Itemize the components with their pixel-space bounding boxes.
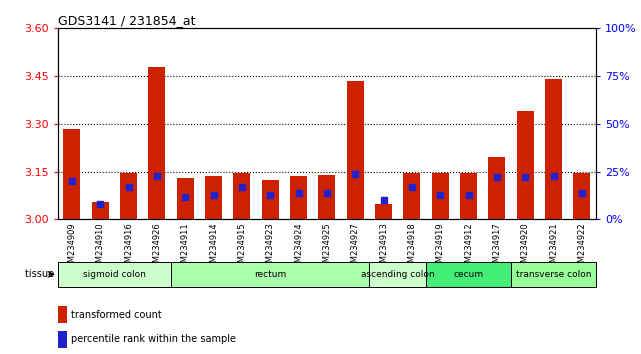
Bar: [58, 331, 67, 348]
Bar: [177, 178, 194, 219]
Text: GDS3141 / 231854_at: GDS3141 / 231854_at: [58, 14, 196, 27]
Bar: [488, 158, 506, 219]
Point: [265, 192, 276, 198]
Point: [67, 178, 77, 184]
Point: [95, 201, 105, 207]
Text: transformed count: transformed count: [71, 309, 162, 320]
Bar: [148, 67, 165, 219]
Bar: [511, 262, 596, 287]
Text: transverse colon: transverse colon: [516, 270, 592, 279]
Point: [492, 175, 502, 180]
Text: cecum: cecum: [454, 270, 484, 279]
Point: [435, 192, 445, 198]
Bar: [58, 262, 171, 287]
Bar: [205, 177, 222, 219]
Point: [378, 198, 388, 203]
Point: [322, 190, 332, 195]
Bar: [375, 204, 392, 219]
Point: [152, 173, 162, 178]
Bar: [92, 202, 109, 219]
Point: [577, 190, 587, 195]
Bar: [403, 173, 420, 219]
Bar: [517, 111, 534, 219]
Point: [180, 194, 190, 199]
Bar: [319, 175, 335, 219]
Bar: [432, 173, 449, 219]
Point: [124, 184, 134, 190]
Point: [237, 184, 247, 190]
Text: tissue: tissue: [26, 269, 58, 279]
Text: sigmoid colon: sigmoid colon: [83, 270, 146, 279]
Point: [520, 175, 530, 180]
Bar: [171, 262, 369, 287]
Bar: [58, 306, 67, 323]
Point: [350, 171, 360, 176]
Bar: [347, 81, 363, 219]
Bar: [574, 173, 590, 219]
Bar: [426, 262, 511, 287]
Bar: [545, 79, 562, 219]
Point: [294, 190, 304, 195]
Point: [407, 184, 417, 190]
Bar: [460, 173, 477, 219]
Bar: [262, 180, 279, 219]
Text: ascending colon: ascending colon: [361, 270, 435, 279]
Text: rectum: rectum: [254, 270, 287, 279]
Bar: [290, 177, 307, 219]
Bar: [63, 129, 80, 219]
Point: [549, 173, 559, 178]
Bar: [369, 262, 426, 287]
Bar: [120, 173, 137, 219]
Text: percentile rank within the sample: percentile rank within the sample: [71, 334, 236, 344]
Bar: [233, 173, 251, 219]
Point: [463, 192, 474, 198]
Point: [208, 192, 219, 198]
